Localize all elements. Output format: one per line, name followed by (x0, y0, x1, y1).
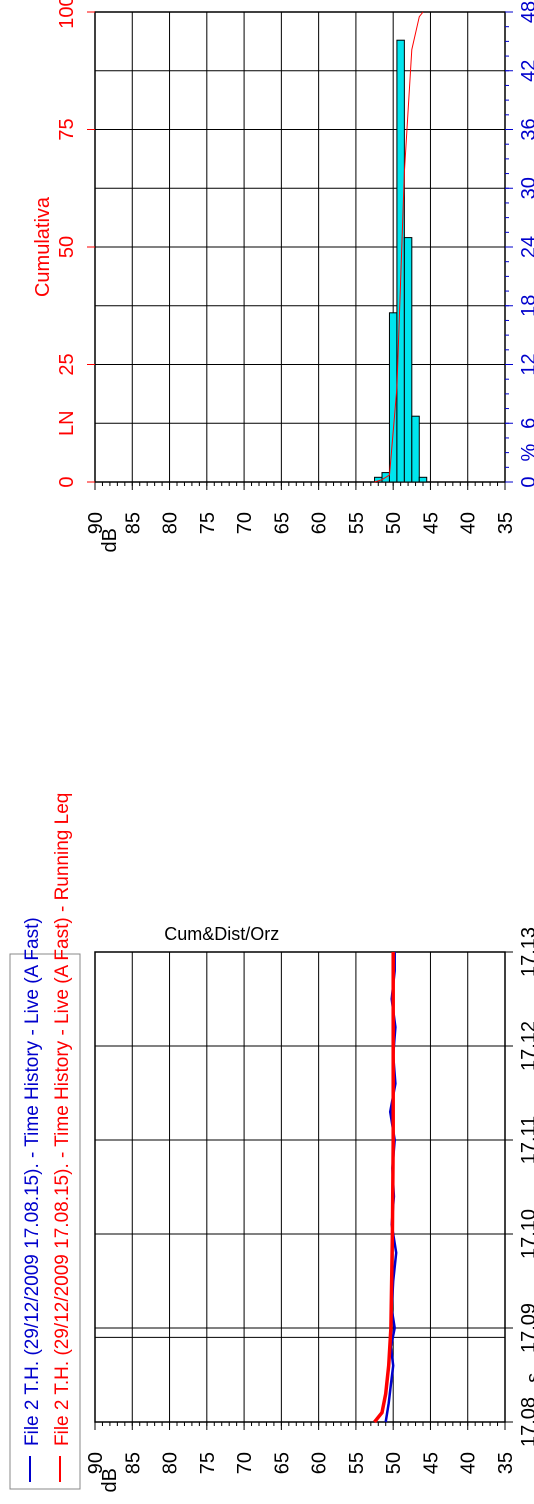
y-tick-label: 35 (495, 1452, 517, 1474)
percent-label: % (518, 444, 534, 462)
distributive-tick-label: 36 (518, 118, 534, 140)
y-tick-label: 35 (495, 512, 517, 534)
y-unit-label: dB (99, 1468, 121, 1492)
cumulative-tick-label: 25 (56, 353, 78, 375)
y-tick-label: 80 (160, 1452, 182, 1474)
y-tick-label: 85 (122, 512, 144, 534)
histogram-bar (418, 476, 428, 483)
x-tick-label: 17.09 (518, 1303, 534, 1353)
y-tick-label: 55 (346, 512, 368, 534)
x-tick-label: 17.13 (518, 927, 534, 977)
histogram-bar (411, 415, 420, 483)
y-tick-label: 80 (160, 512, 182, 534)
y-tick-label: 40 (458, 1452, 480, 1474)
distributive-tick-label: 18 (518, 295, 534, 317)
y-tick-label: 90 (85, 1452, 107, 1474)
x-tick-label: 17.11 (518, 1116, 534, 1165)
y-tick-label: 45 (420, 1452, 442, 1474)
y-unit-label: dB (99, 528, 121, 552)
y-tick-label: 45 (420, 512, 442, 534)
y-tick-label: 90 (85, 512, 107, 534)
ln-label: LN (56, 410, 78, 436)
histogram-bar (396, 39, 405, 483)
legend-item-label: File 2 T.H. (29/12/2009 17.08.15). - Tim… (52, 793, 73, 1446)
y-tick-label: 75 (197, 1452, 219, 1474)
y-tick-label: 50 (383, 1452, 405, 1474)
orientation-label: Cum&Dist/Orz (164, 924, 279, 944)
distributive-tick-label: 6 (518, 418, 534, 429)
y-tick-label: 65 (271, 1452, 293, 1474)
y-tick-label: 60 (309, 1452, 331, 1474)
y-tick-label: 55 (346, 1452, 368, 1474)
legend-item-label: File 2 T.H. (29/12/2009 17.08.15). - Tim… (22, 917, 43, 1446)
cumulative-tick-label: 100 (56, 0, 78, 29)
x-tick-label: 17.10 (518, 1209, 534, 1259)
y-tick-label: 70 (234, 512, 256, 534)
distributive-tick-label: 42 (518, 60, 534, 82)
legend-box (9, 953, 81, 1490)
y-tick-label: 70 (234, 1452, 256, 1474)
time-history-plot-area (94, 951, 506, 1423)
y-tick-label: 65 (271, 512, 293, 534)
cumulative-tick-label: 75 (56, 118, 78, 140)
distributive-tick-label: 48 (518, 1, 534, 23)
y-tick-label: 50 (383, 512, 405, 534)
cumulative-tick-label: 0 (56, 476, 78, 487)
cumulative-tick-label: 50 (56, 236, 78, 258)
distributive-tick-label: 12 (518, 353, 534, 375)
distributive-tick-label: 0 (518, 476, 534, 487)
running-leq-series (373, 952, 395, 1424)
x-tick-label: 17.12 (518, 1021, 534, 1071)
y-tick-label: 40 (458, 512, 480, 534)
y-tick-label: 75 (197, 512, 219, 534)
x-tick-label: 17.08 (518, 1397, 534, 1447)
histogram-bar (403, 237, 413, 483)
distributive-tick-label: 24 (518, 236, 534, 258)
y-tick-label: 85 (122, 1452, 144, 1474)
cumulative-axis-title: Cumulativa (32, 196, 54, 297)
x-unit-label: s (523, 1373, 534, 1383)
distributive-tick-label: 30 (518, 177, 534, 199)
cumulative-curve (374, 11, 424, 483)
y-tick-label: 60 (309, 512, 331, 534)
